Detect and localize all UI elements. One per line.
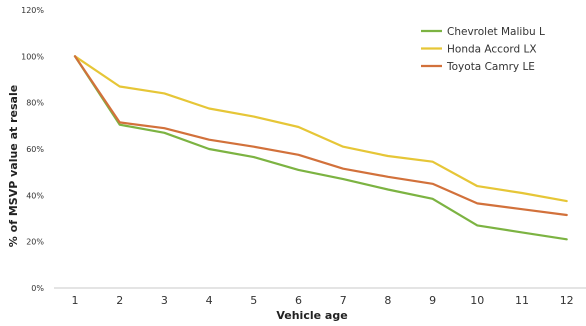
x-tick-label: 10 (470, 294, 484, 307)
y-tick-label: 20% (26, 238, 44, 247)
x-tick-label: 12 (560, 294, 574, 307)
x-tick-label: 8 (384, 294, 391, 307)
legend-label: Toyota Camry LE (446, 61, 535, 73)
y-tick-label: 60% (26, 145, 44, 154)
x-tick-label: 9 (429, 294, 436, 307)
x-tick-label: 1 (72, 294, 79, 307)
y-tick-label: 0% (31, 284, 44, 293)
series-line (73, 55, 568, 241)
legend: Chevrolet Malibu L Honda Accord LX Toyota … (421, 26, 545, 73)
legend-label: Honda Accord LX (447, 44, 537, 56)
x-tick-label: 7 (340, 294, 347, 307)
x-tick-label: 11 (515, 294, 529, 307)
x-tick-label: 4 (206, 294, 213, 307)
x-tick-labels: 1 2 3 4 5 6 7 8 9 10 11 12 (72, 294, 574, 307)
y-axis-title-group: % of MSVP value at resale (7, 85, 20, 247)
y-tick-label: 80% (26, 99, 44, 108)
series-lines (73, 55, 568, 241)
x-tick-label: 5 (250, 294, 257, 307)
y-tick-label: 40% (26, 191, 44, 200)
x-axis-title: Vehicle age (276, 309, 347, 322)
y-tick-label: 120% (21, 6, 44, 15)
legend-label: Chevrolet Malibu L (447, 26, 545, 38)
x-tick-label: 2 (116, 294, 123, 307)
x-tick-label: 6 (295, 294, 302, 307)
series-line (73, 55, 568, 217)
y-tick-labels: 0% 20% 40% 60% 80% 100% 120% (21, 6, 44, 293)
series-line (73, 55, 568, 203)
y-tick-label: 100% (21, 52, 44, 61)
y-axis-title: % of MSVP value at resale (7, 85, 20, 247)
x-tick-label: 3 (161, 294, 168, 307)
